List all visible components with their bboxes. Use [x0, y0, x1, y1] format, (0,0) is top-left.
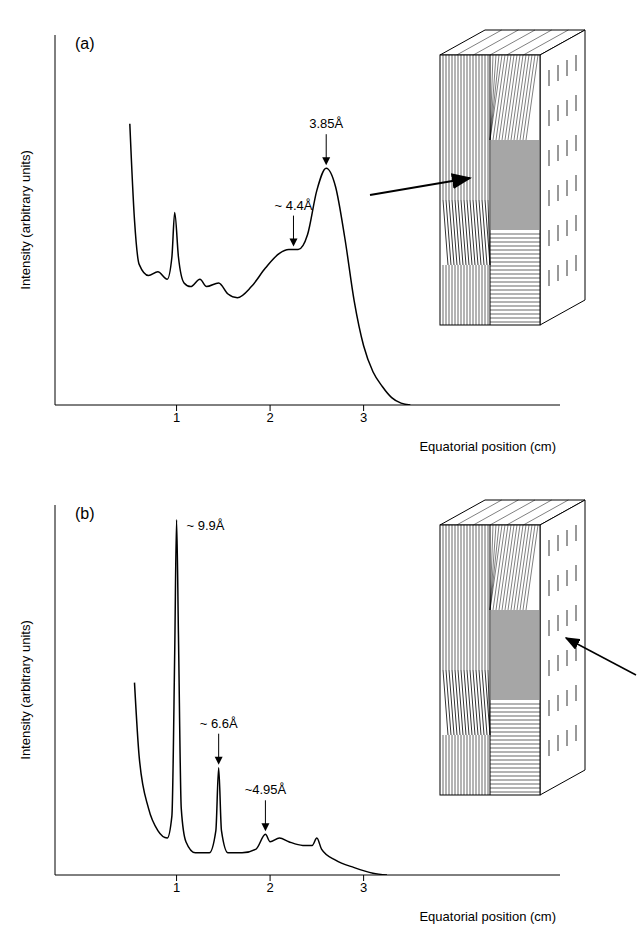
svg-text:Equatorial position (cm): Equatorial position (cm): [419, 439, 556, 454]
svg-text:~4.95Å: ~4.95Å: [245, 782, 287, 797]
svg-text:~ 4.4Å: ~ 4.4Å: [274, 198, 312, 213]
svg-text:Intensity (arbitrary units): Intensity (arbitrary units): [18, 620, 33, 759]
html-text:(b): (b): [75, 505, 95, 522]
svg-text:1: 1: [173, 410, 180, 425]
svg-text:2: 2: [266, 880, 273, 895]
html-text:(a): (a): [75, 35, 95, 52]
svg-text:~ 6.6Å: ~ 6.6Å: [200, 716, 238, 731]
svg-text:1: 1: [173, 880, 180, 895]
svg-text:~ 9.9Å: ~ 9.9Å: [187, 518, 225, 533]
svg-text:3.85Å: 3.85Å: [309, 116, 343, 131]
svg-text:3: 3: [360, 410, 367, 425]
svg-text:Equatorial position (cm): Equatorial position (cm): [419, 909, 556, 924]
svg-text:Intensity (arbitrary units): Intensity (arbitrary units): [18, 150, 33, 289]
svg-text:3: 3: [360, 880, 367, 895]
svg-text:2: 2: [266, 410, 273, 425]
